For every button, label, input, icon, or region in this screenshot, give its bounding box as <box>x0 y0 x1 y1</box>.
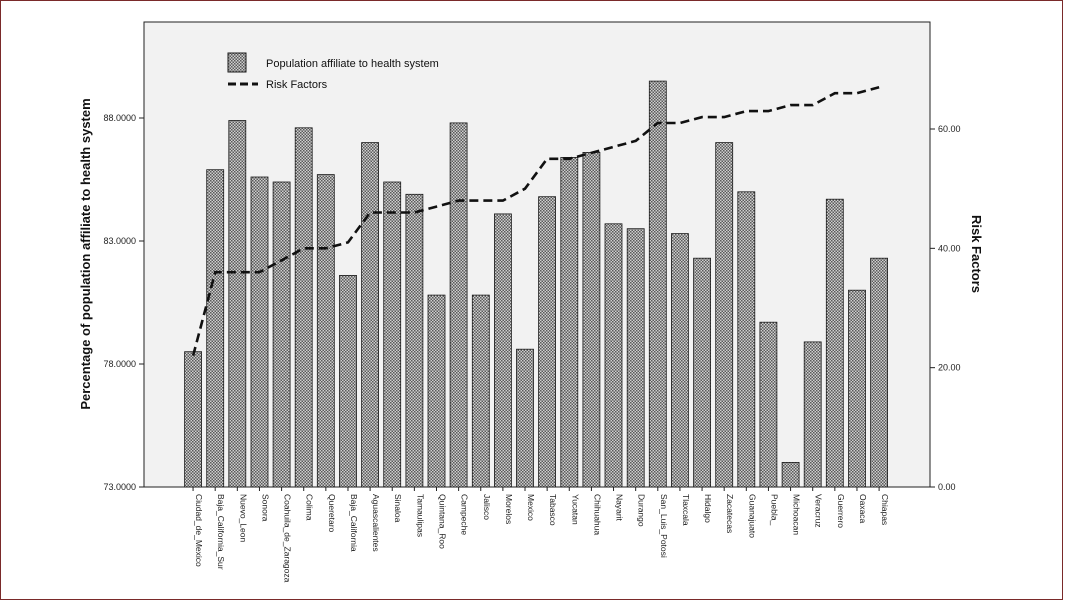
line-group <box>191 85 880 357</box>
bar-Puebla_ <box>759 321 778 488</box>
bar-Sinaloa <box>383 181 402 488</box>
bar-Mexico <box>516 348 534 488</box>
x-tick-label: Baja_California_Sur <box>216 494 226 570</box>
bar-Hidalgo <box>693 257 711 488</box>
y2-tick-label: 0.00 <box>938 482 956 492</box>
x-tick-label: Guanajuato <box>747 494 757 538</box>
legend-bar-label: Population affiliate to health system <box>266 58 439 70</box>
legend-bar-swatch <box>227 52 247 73</box>
bar-Baja_California <box>339 274 357 488</box>
x-tick-label: Mexico <box>526 494 536 521</box>
left-axis: 73.0000 78.0000 83.0000 88.0000 <box>103 113 144 492</box>
bar-Quintana_Roo <box>427 294 446 488</box>
bar-Tabasco <box>538 196 556 488</box>
x-tick-label: Morelos <box>504 494 514 524</box>
y-tick-label: 78.0000 <box>103 359 136 369</box>
x-tick-label: Tlaxcala <box>681 494 691 526</box>
bar-Durango <box>626 228 645 488</box>
bars-group <box>184 80 888 488</box>
x-tick-label: Nuevo_Leon <box>238 494 248 542</box>
x-tick-label: Sonora <box>260 494 270 522</box>
x-tick-label: Quintana_Roo <box>437 494 447 549</box>
y-axis-title: Percentage of population affiliate to he… <box>78 98 93 409</box>
x-tick-label: Coahuila_de_Zaragoza <box>283 494 293 583</box>
x-tick-label: Baja_California <box>349 494 359 552</box>
x-tick-label: Michoacan <box>792 494 802 535</box>
y2-tick-label: 40.00 <box>938 243 961 253</box>
x-tick-label: Chihuahua <box>592 494 602 535</box>
bar-Oaxaca <box>848 289 866 488</box>
x-tick-label: Durango <box>637 494 647 527</box>
x-tick-label: Guerrero <box>836 494 846 528</box>
x-tick-label: Chiapas <box>880 494 890 525</box>
bar-Chihuahua <box>582 151 601 488</box>
right-axis: 0.00 20.00 40.00 60.00 <box>930 124 961 492</box>
x-tick-label: Hidalgo <box>703 494 713 523</box>
y-tick-label: 88.0000 <box>103 113 136 123</box>
x-axis: Ciudad_de_Mexico Baja_California_Sur Nuevo… <box>192 487 890 583</box>
x-tick-label: Tabasco <box>548 494 558 526</box>
bar-Nuevo_Leon <box>228 120 247 488</box>
bar-Colima <box>294 127 313 488</box>
x-tick-label: Nayarit <box>615 494 625 522</box>
y2-tick-label: 20.00 <box>938 363 961 373</box>
bar-Guanajuato <box>737 191 756 488</box>
bar-Ciudad_de_Mexico <box>184 351 203 488</box>
y2-tick-label: 60.00 <box>938 124 961 134</box>
y-tick-label: 83.0000 <box>103 236 136 246</box>
legend-line-label: Risk Factors <box>266 79 328 91</box>
bar-Nayarit <box>604 223 623 488</box>
x-tick-label: Aguascalientes <box>371 494 381 552</box>
x-tick-label: Queretaro <box>327 494 337 533</box>
bar-Aguascalientes <box>361 142 380 488</box>
bar-Yucatan <box>560 156 579 488</box>
bar-Jalisco <box>471 294 490 488</box>
y-tick-label: 73.0000 <box>103 482 136 492</box>
bar-Sonora <box>250 176 269 488</box>
x-tick-label: Oaxaca <box>858 494 868 524</box>
legend: Population affiliate to health system Ri… <box>227 52 439 91</box>
bar-Coahuila_de_Zaragoza <box>272 181 291 488</box>
bar-Tlaxcala <box>671 233 689 488</box>
bar-Campeche <box>449 122 468 488</box>
bar-Veracruz <box>803 341 822 488</box>
x-tick-label: Veracruz <box>814 494 824 528</box>
x-tick-label: Campeche <box>460 494 470 535</box>
bar-Tamaulipas <box>405 193 424 488</box>
x-tick-label: Zacatecas <box>725 494 735 533</box>
x-tick-label: Colima <box>305 494 315 521</box>
x-tick-label: Sinaloa <box>393 494 403 523</box>
bar-Michoacan <box>781 461 800 488</box>
x-tick-label: San_Luis_Potosi <box>659 494 669 558</box>
bar-Morelos <box>493 213 512 488</box>
bar-San_Luis_Potosi <box>648 80 667 488</box>
series-line-risk-factors <box>191 85 880 357</box>
bar-Queretaro <box>316 174 335 488</box>
x-tick-label: Jalisco <box>482 494 492 520</box>
x-tick-label: Puebla_ <box>769 494 779 525</box>
x-tick-label: Tamaulipas <box>415 494 425 537</box>
x-tick-label: Yucatan <box>570 494 580 525</box>
bar-Chiapas <box>870 257 888 488</box>
y2-axis-title: Risk Factors <box>969 215 984 293</box>
x-tick-label: Ciudad_de_Mexico <box>194 494 204 567</box>
bar-Zacatecas <box>715 142 734 488</box>
bar-Baja_California_Sur <box>206 169 225 488</box>
bar-Guerrero <box>825 198 844 488</box>
